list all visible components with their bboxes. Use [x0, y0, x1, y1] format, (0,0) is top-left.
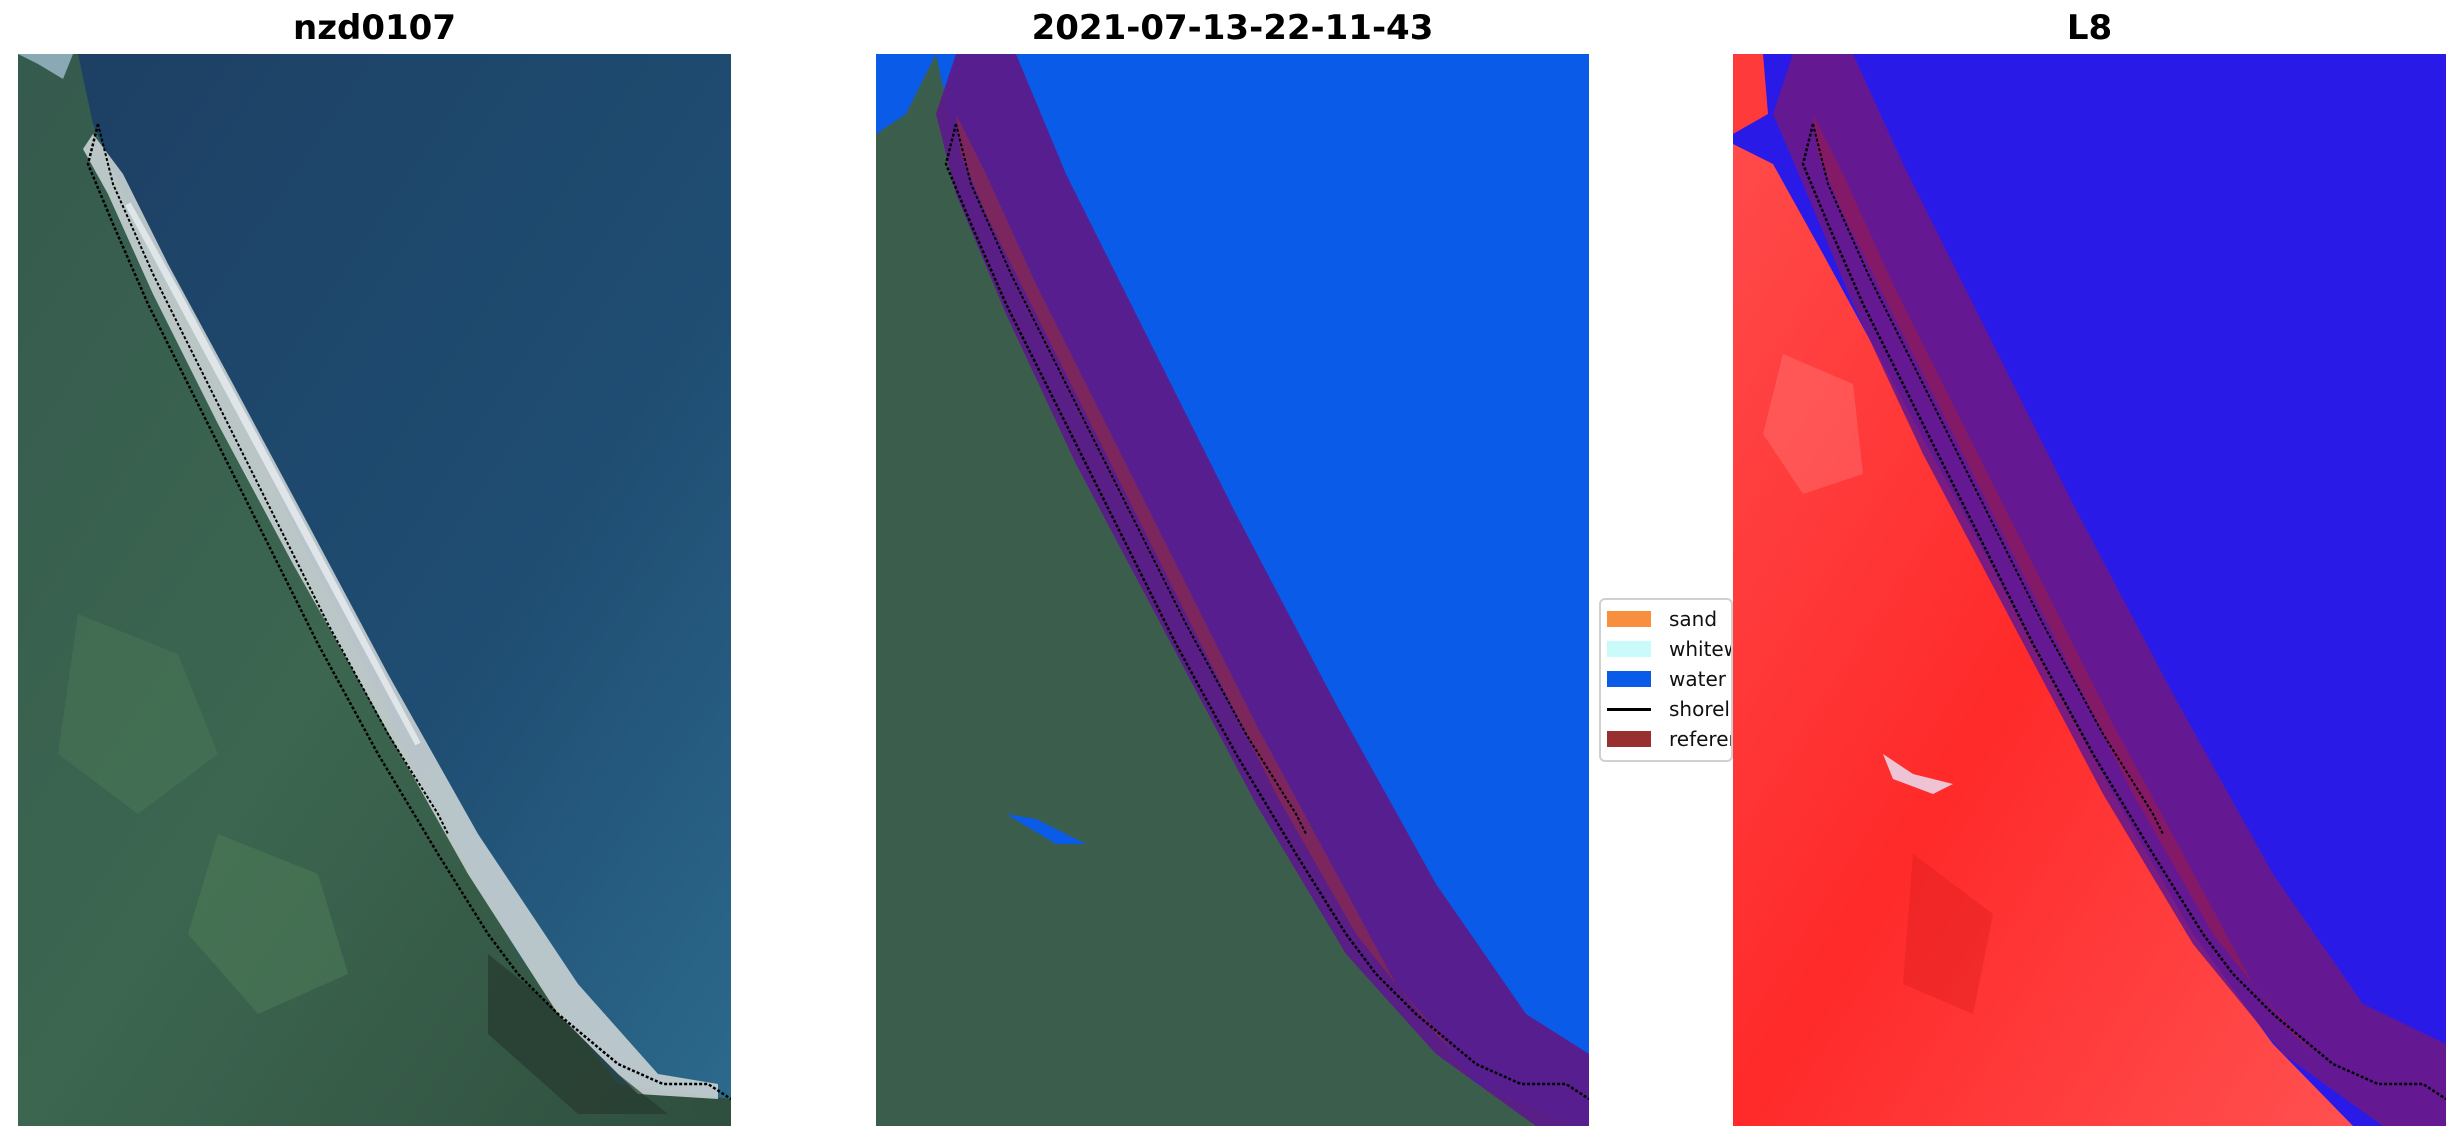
legend-item-reference: reference — [1607, 726, 1731, 752]
legend-label-sand: sand — [1669, 607, 1718, 631]
legend-swatch-whitewater — [1607, 641, 1651, 657]
legend-swatch-shoreline — [1607, 707, 1651, 711]
legend-item-sand: sand — [1607, 606, 1717, 632]
l8-index-image — [1733, 54, 2446, 1126]
legend-label-water: water — [1669, 667, 1726, 691]
panel-title-rgb: nzd0107 — [293, 8, 456, 48]
legend-swatch-sand — [1607, 611, 1651, 627]
panel-title-mndwi: L8 — [2066, 8, 2113, 48]
rgb-satellite-image — [18, 54, 731, 1126]
legend-label-shoreline: shoreline — [1669, 697, 1731, 721]
legend-item-shoreline: shoreline — [1607, 696, 1731, 722]
classified-image — [876, 54, 1589, 1126]
legend-item-water: water — [1607, 666, 1726, 692]
legend-swatch-water — [1607, 671, 1651, 687]
legend-swatch-reference — [1607, 731, 1651, 747]
panel-title-classified: 2021-07-13-22-11-43 — [1031, 8, 1434, 48]
legend-label-reference: reference — [1669, 727, 1731, 751]
